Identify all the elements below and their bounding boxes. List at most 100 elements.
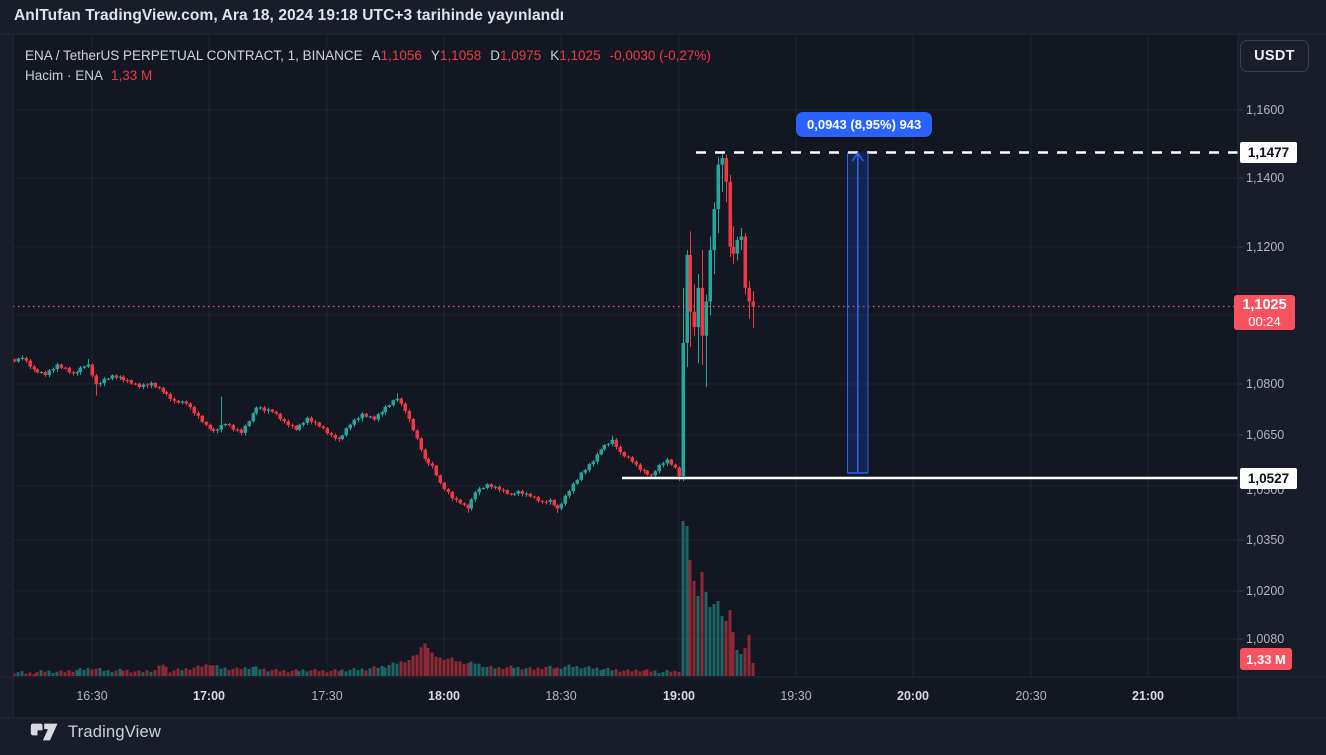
candle-body	[481, 488, 485, 490]
candle-body	[747, 287, 751, 302]
volume-bar	[520, 669, 524, 676]
volume-bar	[164, 666, 168, 676]
volume-layer	[12, 521, 755, 676]
volume-bar	[567, 664, 571, 676]
candle-body	[274, 411, 278, 414]
candle-body	[548, 499, 552, 502]
volume-bar	[321, 670, 325, 676]
volume-bar	[685, 526, 689, 676]
volume-bar	[274, 669, 278, 676]
volume-bar	[442, 659, 446, 676]
candle-body	[243, 425, 247, 433]
candle-body	[583, 469, 587, 473]
volume-bar	[196, 665, 200, 676]
volume-bar	[317, 671, 321, 676]
candle-body	[223, 423, 227, 426]
volume-bar	[708, 607, 712, 676]
currency-toggle-button[interactable]: USDT	[1240, 40, 1309, 72]
price-axis-label: 1,1600	[1246, 103, 1285, 117]
volume-bar	[454, 661, 458, 676]
candle-body	[638, 464, 642, 470]
candle-body	[368, 416, 372, 418]
candle-body	[399, 398, 403, 404]
candle-body	[59, 364, 63, 368]
volume-bar	[176, 668, 180, 676]
candle-body	[423, 449, 427, 459]
chart-pane-background	[13, 34, 1238, 718]
candle-body	[231, 425, 235, 430]
volume-bar	[270, 670, 274, 676]
candle-body	[505, 490, 509, 494]
volume-bar	[125, 669, 129, 676]
candle-body	[415, 430, 419, 439]
candle-body	[540, 501, 544, 503]
time-axis-label: 21:00	[1132, 689, 1164, 703]
volume-bar	[12, 673, 16, 676]
candle-body	[665, 459, 669, 464]
candle-body	[610, 439, 614, 444]
volume-bar	[704, 592, 708, 676]
volume-bar	[219, 668, 223, 676]
measured-high-badge: 1,1477	[1240, 141, 1297, 163]
candle-body	[200, 415, 204, 422]
volume-bar	[505, 667, 509, 676]
volume-bar	[24, 673, 28, 676]
volume-bar	[118, 668, 122, 676]
candle-body	[563, 495, 567, 504]
volume-bar	[235, 667, 239, 676]
candle-body	[278, 413, 282, 420]
volume-bar	[399, 661, 403, 676]
candle-body	[55, 364, 59, 370]
volume-bar	[532, 669, 536, 676]
volume-bar	[121, 670, 125, 676]
volume-bar	[301, 669, 305, 676]
candle-body	[305, 417, 309, 423]
volume-bar	[47, 670, 51, 676]
candle-body	[419, 438, 423, 450]
candle-body	[704, 301, 708, 336]
volume-bar	[192, 667, 196, 676]
volume-bar	[423, 643, 427, 676]
candle-body	[434, 465, 438, 476]
volume-bar	[645, 669, 649, 676]
volume-bar	[333, 669, 337, 676]
candle-body	[157, 387, 161, 389]
volume-value: 1,33 M	[111, 68, 153, 83]
volume-bar	[63, 672, 67, 676]
candle-body	[669, 459, 673, 465]
volume-bar	[149, 671, 153, 676]
volume-bar	[395, 663, 399, 676]
candle-body	[28, 360, 32, 367]
candle-body	[24, 357, 28, 361]
candle-body	[606, 443, 610, 445]
volume-bar	[735, 650, 739, 676]
volume-bar	[200, 666, 204, 676]
tradingview-link[interactable]: TradingView	[30, 720, 161, 744]
volume-bar	[153, 670, 157, 676]
candle-body	[735, 239, 739, 254]
high-value: 1,1058	[439, 48, 482, 63]
volume-bar	[59, 670, 63, 676]
volume-bar	[415, 654, 419, 676]
volume-bar	[28, 672, 32, 676]
volume-bar	[540, 669, 544, 676]
candle-body	[153, 382, 157, 388]
candle-body	[614, 439, 618, 447]
price-axis-label: 1,0200	[1246, 584, 1285, 598]
candle-body	[86, 364, 90, 367]
volume-bar	[524, 668, 528, 676]
tradingview-logo-icon	[30, 723, 58, 741]
volume-bar	[446, 658, 450, 676]
volume-bar	[544, 667, 548, 676]
candle-body	[485, 484, 489, 489]
volume-bar	[489, 665, 493, 676]
open-value: 1,1056	[380, 48, 422, 63]
volume-bar	[407, 660, 411, 676]
volume-bar	[376, 667, 380, 676]
candle-body	[16, 358, 20, 362]
volume-bar	[712, 604, 716, 676]
volume-bar	[677, 672, 681, 676]
volume-bar	[720, 616, 724, 676]
